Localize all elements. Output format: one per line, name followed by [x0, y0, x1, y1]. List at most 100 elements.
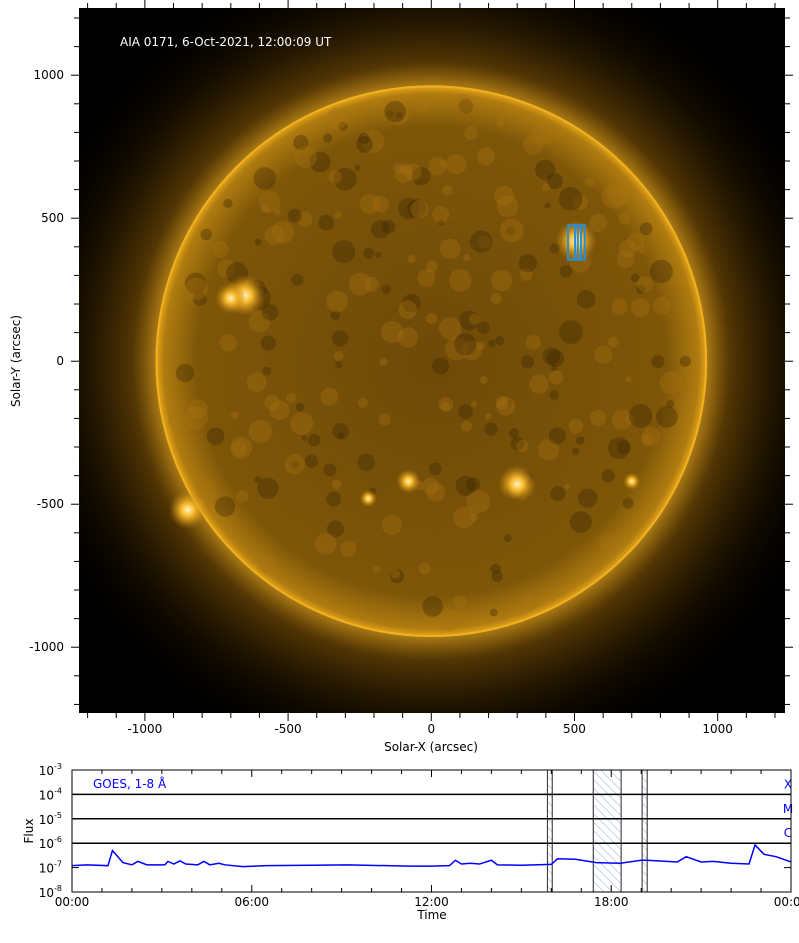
disk-texture [211, 240, 230, 259]
disk-texture [200, 228, 213, 241]
disk-texture [261, 204, 271, 214]
disk-texture [628, 404, 653, 428]
disk-texture [617, 250, 635, 269]
disk-texture [327, 520, 345, 538]
disk-texture [290, 412, 314, 436]
disk-texture [425, 312, 438, 325]
disk-texture [372, 195, 390, 213]
disk-texture [489, 608, 498, 617]
disk-texture [494, 185, 515, 206]
disk-texture [214, 496, 236, 517]
disk-texture [576, 290, 596, 309]
disk-texture [393, 163, 404, 174]
disk-texture [287, 208, 302, 223]
disk-texture [348, 272, 372, 296]
disk-texture [326, 290, 349, 313]
disk-texture [519, 112, 529, 122]
disk-texture [291, 273, 304, 286]
disk-texture [666, 400, 675, 409]
disk-texture [625, 376, 632, 383]
disk-texture [438, 608, 461, 632]
goes-plot-area [72, 770, 791, 892]
disk-texture [323, 133, 333, 143]
disk-texture [422, 596, 443, 617]
disk-texture [506, 226, 516, 236]
x-tick-label: 18:00 [594, 895, 629, 909]
disk-texture [636, 284, 646, 294]
disk-texture [297, 211, 313, 227]
disk-texture [428, 157, 447, 176]
disk-texture [309, 151, 331, 173]
disk-texture [223, 198, 233, 209]
disk-texture [332, 423, 349, 440]
disk-texture [333, 351, 344, 362]
disk-texture [453, 594, 467, 609]
disk-texture [477, 321, 490, 334]
disk-texture [390, 569, 400, 579]
shaded-interval [546, 770, 553, 892]
disk-texture [410, 200, 429, 219]
disk-texture [525, 334, 541, 350]
disk-texture [168, 413, 183, 428]
disk-texture [414, 96, 431, 114]
disk-texture [500, 399, 508, 406]
disk-texture [487, 339, 496, 348]
disk-texture [326, 107, 349, 130]
disk-texture [637, 276, 654, 293]
aia-image-panel: AIA 0171, 6-Oct-2021, 12:00:09 UT -1000 -5… [9, 0, 793, 754]
disk-texture [468, 313, 480, 325]
x-tick-label: 1000 [702, 722, 733, 736]
disk-texture [359, 193, 380, 215]
disk-texture [387, 110, 394, 117]
disk-texture [230, 436, 253, 459]
disk-texture [219, 334, 237, 352]
disk-texture [649, 259, 673, 283]
disk-texture [510, 436, 525, 451]
disk-texture [285, 392, 297, 404]
goes-legend-label: GOES, 1-8 Å [93, 776, 167, 791]
disk-texture [304, 454, 319, 468]
disk-texture [356, 136, 373, 153]
x-tick-label: 500 [563, 722, 586, 736]
active-region [168, 491, 207, 529]
disk-texture [274, 208, 281, 215]
disk-texture [529, 374, 549, 394]
disk-texture [360, 129, 385, 154]
disk-texture [496, 118, 505, 127]
disk-texture [331, 330, 349, 347]
disk-texture [439, 238, 461, 260]
disk-texture [206, 427, 225, 446]
y-axis-label: Solar-Y (arcsec) [9, 315, 23, 407]
disk-texture [446, 153, 467, 175]
disk-texture [519, 268, 533, 281]
image-title: AIA 0171, 6-Oct-2021, 12:00:09 UT [120, 35, 332, 49]
disk-texture [639, 222, 653, 236]
disk-texture [569, 510, 592, 534]
disk-texture [357, 453, 376, 472]
disk-texture [466, 477, 481, 492]
disk-texture [608, 437, 630, 459]
disk-texture [549, 390, 559, 400]
disk-texture [389, 568, 405, 584]
disk-texture [404, 163, 422, 181]
disk-texture [559, 320, 583, 344]
disk-texture [495, 336, 505, 346]
disk-texture [466, 489, 491, 514]
disk-texture [651, 355, 665, 369]
disk-texture [458, 98, 474, 114]
disk-texture [301, 435, 308, 442]
disk-texture [607, 184, 630, 207]
active-region [215, 282, 247, 314]
disk-texture [522, 135, 543, 155]
y-tick-label: 500 [41, 211, 64, 225]
y-tick-label: 10-7 [39, 860, 62, 876]
disk-texture [320, 387, 339, 406]
disk-texture [363, 247, 375, 259]
disk-texture [546, 173, 563, 190]
disk-texture [548, 370, 564, 385]
disk-texture [490, 563, 501, 575]
disk-texture [314, 532, 337, 555]
disk-texture [559, 264, 573, 278]
disk-texture [537, 439, 560, 461]
disk-texture [426, 482, 446, 502]
